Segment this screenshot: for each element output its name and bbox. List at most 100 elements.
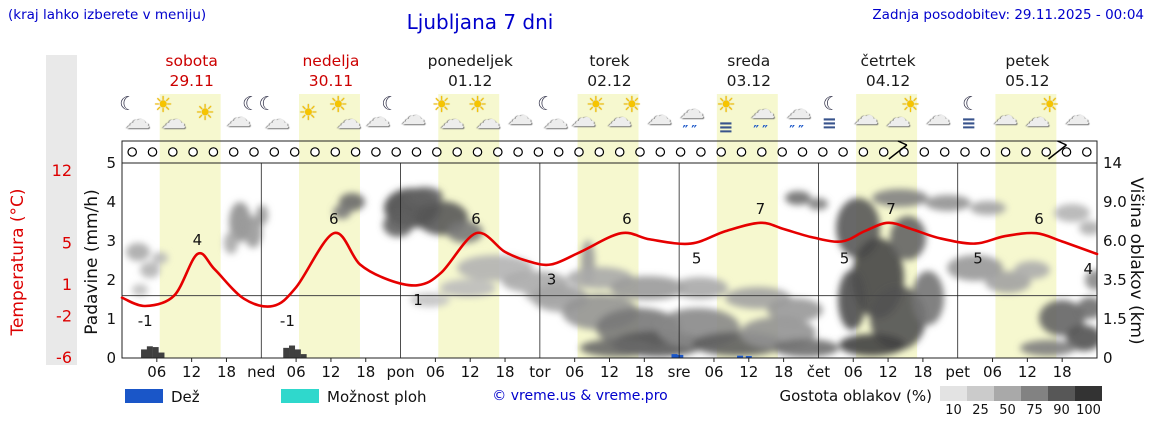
cloud-density-legend-label: Gostota oblakov (%) — [779, 387, 932, 405]
svg-text:1: 1 — [62, 275, 72, 294]
svg-text:3.5: 3.5 — [1103, 271, 1127, 289]
precip-bars — [141, 345, 752, 358]
svg-text:5: 5 — [973, 250, 983, 268]
copyright-link[interactable]: © vreme.us & vreme.pro — [492, 388, 668, 404]
temperature-axis-strip — [46, 55, 77, 365]
svg-text:-2: -2 — [56, 306, 72, 325]
svg-text:4: 4 — [1084, 260, 1094, 278]
cloud-density-scale: 10 25 50 75 90 100 — [940, 386, 1105, 418]
cloud-scale-value: 75 — [1026, 403, 1043, 418]
svg-text:12: 12 — [182, 363, 201, 381]
svg-text:0: 0 — [106, 349, 116, 367]
svg-text:-1: -1 — [280, 312, 295, 330]
svg-text:-1: -1 — [138, 312, 153, 330]
svg-text:12: 12 — [52, 161, 72, 180]
showers-legend-swatch — [281, 389, 319, 403]
day-header-date: 30.11 — [308, 72, 354, 90]
cloud-scale-segment — [1075, 386, 1102, 401]
temperature-value-labels: -1 4 -1 6 1 6 3 6 5 7 5 7 5 6 4 — [138, 200, 1093, 330]
svg-text:3: 3 — [547, 270, 557, 288]
svg-text:5: 5 — [692, 250, 702, 268]
svg-text:4: 4 — [106, 193, 116, 211]
temperature-curve — [120, 221, 1099, 308]
svg-text:06: 06 — [565, 363, 584, 381]
cloud-scale-segment — [1048, 386, 1075, 401]
day-header-date: 01.12 — [448, 72, 493, 90]
day-header-name: sobota — [165, 52, 218, 70]
svg-text:06: 06 — [287, 363, 306, 381]
svg-text:0: 0 — [1103, 349, 1113, 367]
svg-text:18: 18 — [1053, 363, 1072, 381]
cloud-scale-value: 25 — [972, 403, 989, 418]
svg-text:12: 12 — [879, 363, 898, 381]
wind-row — [127, 140, 1092, 160]
svg-text:tor: tor — [529, 363, 551, 381]
day-header-date: 03.12 — [726, 72, 771, 90]
x-axis-labels: 06 12 18 ned 06 12 18 pon 06 12 18 tor 06 12 18 sre 06 12… — [147, 358, 1072, 381]
svg-text:pon: pon — [386, 363, 414, 381]
cloud-scale-value: 10 — [945, 403, 962, 418]
day-headers: sobota 29.11 nedelja 30.11 ponedeljek 01.12 to… — [122, 52, 1098, 94]
showers-legend-label: Možnost ploh — [327, 388, 427, 406]
day-header-name: sreda — [727, 52, 771, 70]
svg-text:9.0: 9.0 — [1103, 193, 1127, 211]
day-header-date: 05.12 — [1005, 72, 1050, 90]
svg-text:3: 3 — [106, 232, 116, 250]
rain-legend-label: Dež — [171, 388, 200, 406]
svg-text:12: 12 — [321, 363, 340, 381]
svg-text:2: 2 — [106, 271, 116, 289]
svg-text:06: 06 — [844, 363, 863, 381]
day-header-name: nedelja — [302, 52, 360, 70]
svg-text:7: 7 — [756, 200, 766, 218]
plot-frame — [121, 140, 1098, 359]
day-header-name: torek — [589, 52, 630, 70]
svg-text:5: 5 — [106, 154, 116, 172]
svg-text:sre: sre — [668, 363, 691, 381]
day-header-name: petek — [1005, 52, 1050, 70]
cloud-cover-shading — [126, 187, 1097, 357]
cloud-scale-segment — [940, 386, 967, 401]
svg-text:čet: čet — [807, 363, 830, 381]
svg-text:12: 12 — [461, 363, 480, 381]
svg-text:06: 06 — [426, 363, 445, 381]
svg-text:18: 18 — [217, 363, 236, 381]
precip-tick-labels: 5 4 3 2 1 0 — [106, 154, 116, 367]
cloud-scale-segment — [967, 386, 994, 401]
svg-text:6: 6 — [329, 210, 339, 228]
svg-text:1.5: 1.5 — [1103, 310, 1127, 328]
cloud-scale-value: 100 — [1076, 403, 1101, 418]
svg-text:6: 6 — [1034, 210, 1044, 228]
cloud-scale-segment — [994, 386, 1021, 401]
svg-text:18: 18 — [635, 363, 654, 381]
svg-text:4: 4 — [193, 231, 203, 249]
svg-text:6.0: 6.0 — [1103, 232, 1127, 250]
svg-text:1: 1 — [106, 310, 116, 328]
svg-text:06: 06 — [147, 363, 166, 381]
svg-text:18: 18 — [495, 363, 514, 381]
day-header-name: ponedeljek — [427, 52, 513, 70]
svg-text:12: 12 — [739, 363, 758, 381]
rain-legend-swatch — [125, 389, 163, 403]
svg-text:12: 12 — [1018, 363, 1037, 381]
svg-text:-6: -6 — [56, 348, 72, 367]
svg-text:18: 18 — [913, 363, 932, 381]
temp-tick-labels: 12 5 1 -2 -6 — [52, 161, 72, 367]
cloud-height-tick-labels: 14 9.0 6.0 3.5 1.5 0 — [1103, 154, 1127, 367]
day-header-date: 02.12 — [587, 72, 632, 90]
cloud-scale-value: 50 — [999, 403, 1016, 418]
day-header-name: četrtek — [860, 52, 916, 70]
page-title: Ljubljana 7 dni — [406, 10, 554, 34]
svg-text:5: 5 — [840, 250, 850, 268]
svg-text:06: 06 — [704, 363, 723, 381]
svg-text:14: 14 — [1103, 154, 1122, 172]
svg-text:18: 18 — [356, 363, 375, 381]
svg-text:06: 06 — [983, 363, 1002, 381]
svg-text:5: 5 — [62, 234, 72, 253]
svg-text:1: 1 — [413, 291, 423, 309]
last-update-timestamp: Zadnja posodobitev: 29.11.2025 - 00:04 — [872, 7, 1144, 23]
svg-text:12: 12 — [600, 363, 619, 381]
svg-text:6: 6 — [471, 210, 481, 228]
svg-text:18: 18 — [774, 363, 793, 381]
